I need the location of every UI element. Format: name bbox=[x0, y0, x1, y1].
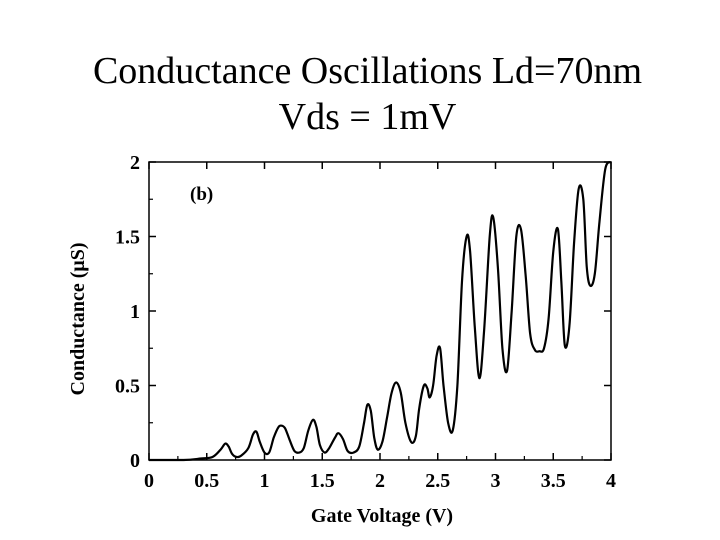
y-tick-label: 0 bbox=[130, 450, 140, 472]
x-tick-label: 4 bbox=[606, 470, 616, 492]
x-tick-label: 2 bbox=[375, 470, 385, 492]
x-axis-label: Gate Voltage (V) bbox=[311, 505, 453, 527]
slide-title-line-2: Vds = 1mV bbox=[278, 96, 457, 138]
x-tick-label: 3 bbox=[491, 470, 501, 492]
slide-title-line-1: Conductance Oscillations Ld=70nm bbox=[92, 50, 643, 92]
y-tick-label: 2 bbox=[130, 152, 140, 174]
slide-title: Conductance Oscillations Ld=70nm Vds = 1… bbox=[0, 48, 720, 140]
conductance-series-line bbox=[148, 161, 612, 462]
x-tick-label: 1.5 bbox=[310, 470, 335, 492]
x-tick-label: 1 bbox=[260, 470, 270, 492]
y-tick-label: 1 bbox=[130, 301, 140, 323]
plot-area: 0 0.5 1 1.5 2 2.5 3 3.5 4 0 0.5 1 1.5 2 bbox=[115, 152, 616, 492]
y-tick-label: 1.5 bbox=[115, 227, 140, 249]
x-tick-label: 0.5 bbox=[194, 470, 219, 492]
y-axis-label: Conductance (μS) bbox=[67, 242, 89, 395]
x-tick-label: 0 bbox=[144, 470, 154, 492]
x-tick-label: 3.5 bbox=[541, 470, 566, 492]
panel-label: (b) bbox=[190, 184, 213, 205]
plot-frame bbox=[148, 161, 612, 461]
y-tick-label: 0.5 bbox=[115, 376, 140, 398]
x-tick-label: 2.5 bbox=[425, 470, 450, 492]
